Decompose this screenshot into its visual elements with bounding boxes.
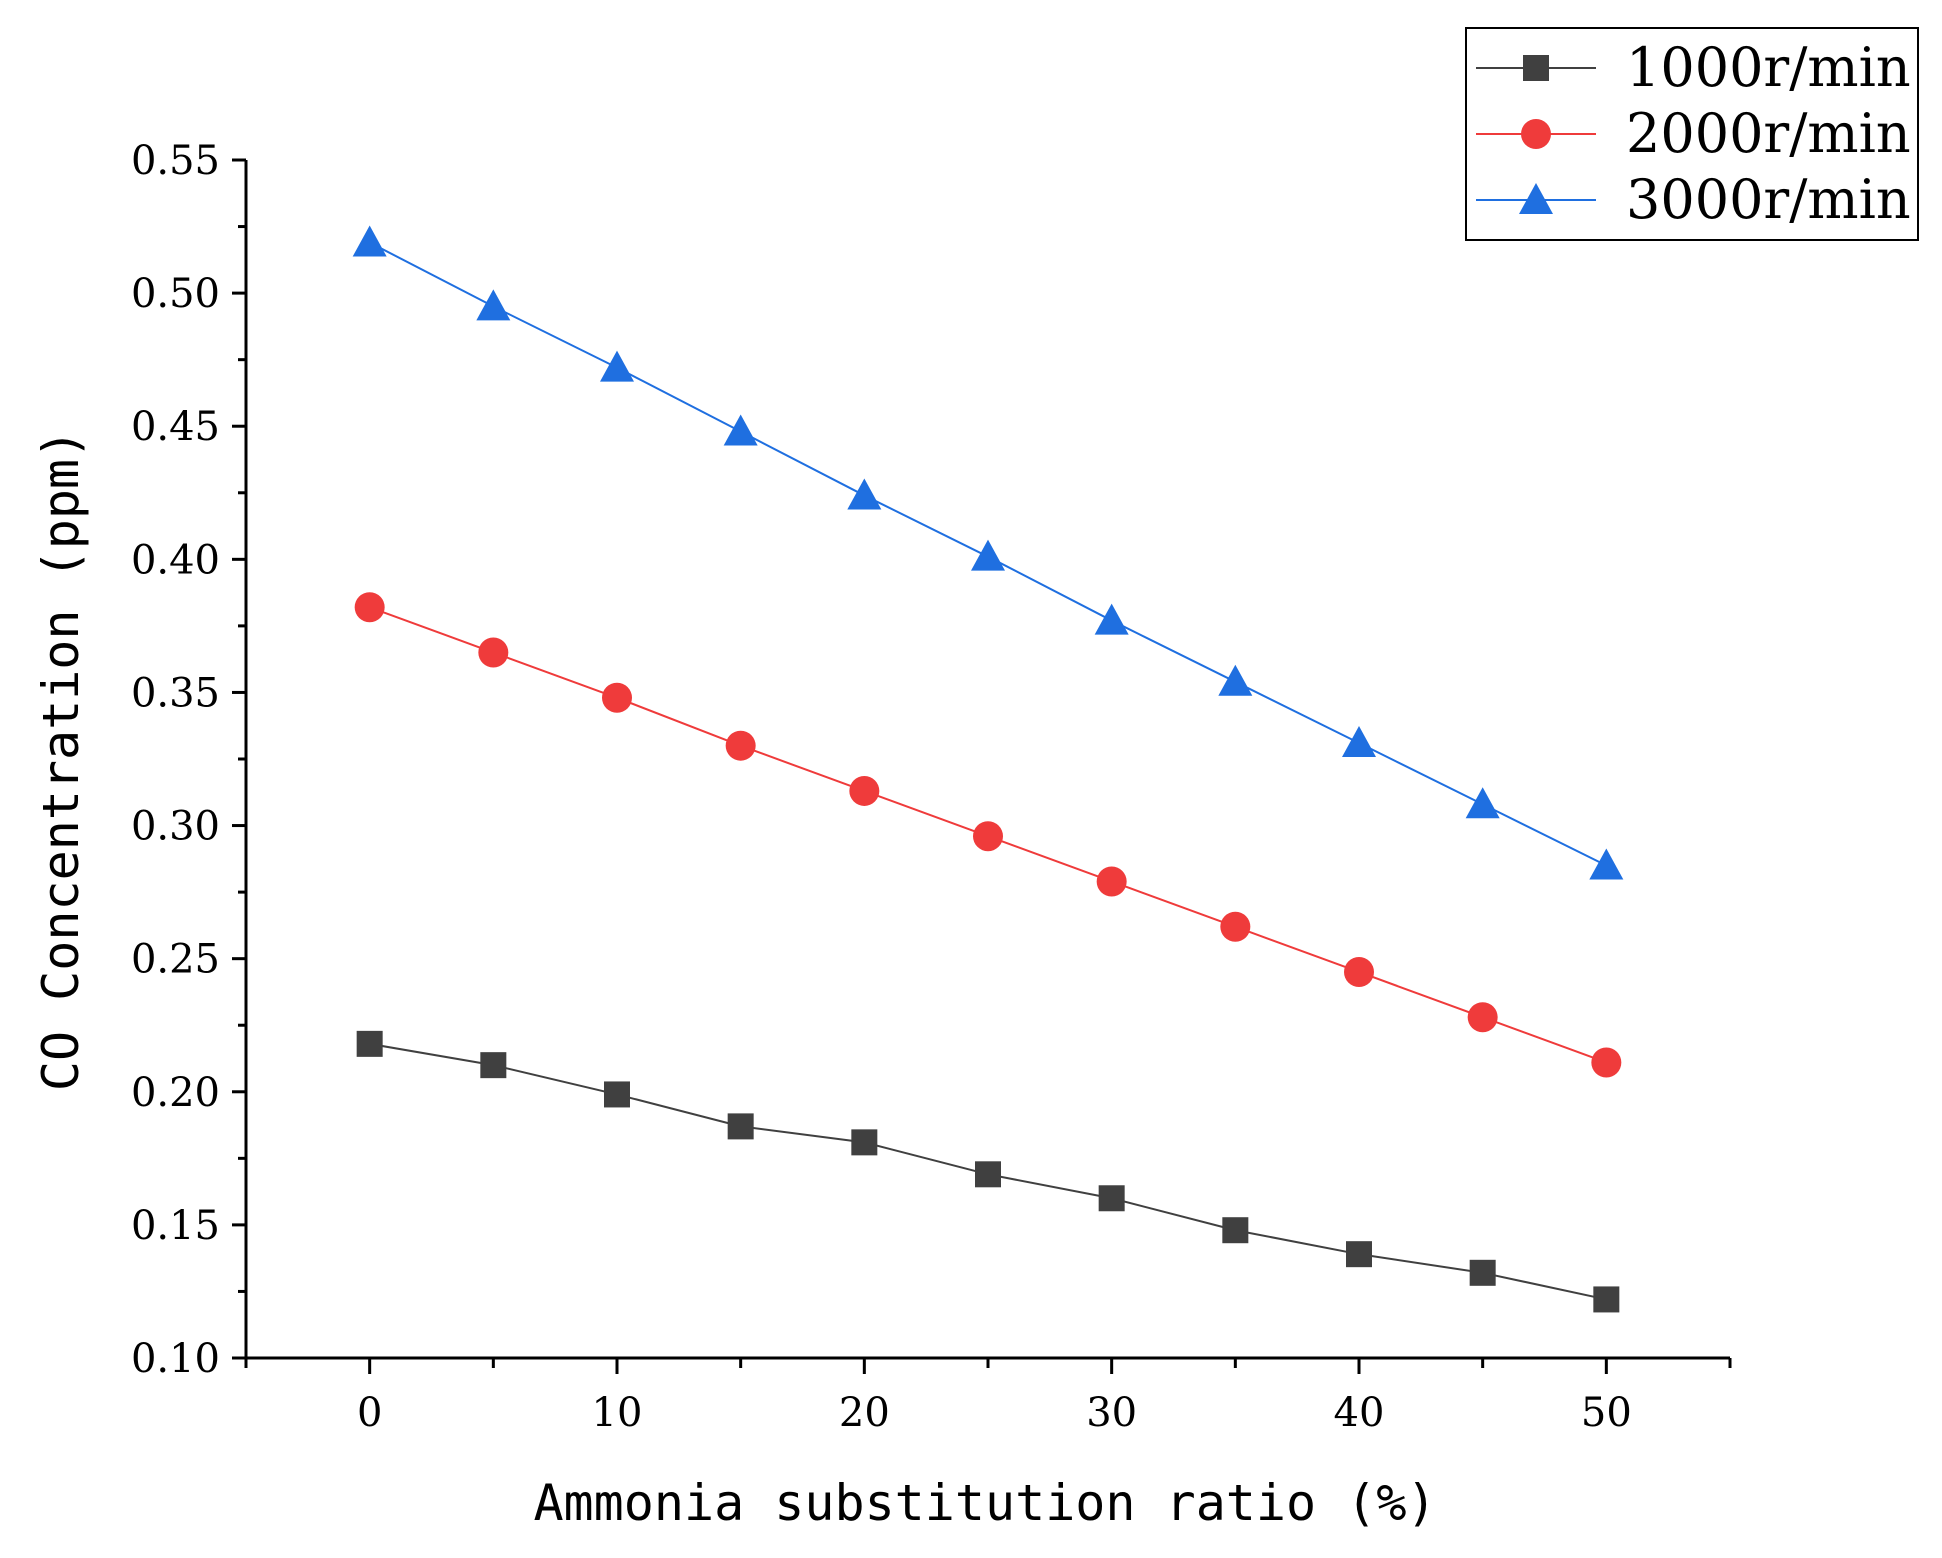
- data-point: [727, 1113, 754, 1140]
- series-1000r-min: [356, 1030, 1620, 1313]
- series-3000r-min: [352, 225, 1624, 880]
- legend-marker: [1523, 55, 1549, 81]
- data-point: [851, 1129, 878, 1156]
- data-point: [1096, 866, 1127, 897]
- x-tick-label: 20: [839, 1390, 890, 1436]
- data-point: [476, 289, 511, 321]
- data-point: [1593, 1286, 1620, 1313]
- data-point: [975, 1161, 1001, 1188]
- y-tick-label: 0.40: [131, 537, 220, 583]
- x-tick-label: 50: [1581, 1390, 1632, 1436]
- y-tick-label: 0.50: [131, 271, 220, 317]
- legend-label: 3000r/min: [1626, 168, 1911, 231]
- y-tick-label: 0.10: [131, 1336, 220, 1382]
- data-point: [352, 225, 387, 257]
- x-tick-label: 0: [357, 1390, 382, 1436]
- data-point: [1222, 1217, 1249, 1244]
- legend-marker: [1521, 119, 1551, 149]
- data-point: [723, 414, 758, 446]
- y-tick-label: 0.15: [131, 1203, 220, 1249]
- data-point: [478, 637, 509, 668]
- axes: 0.10 0.15 0.20 0.25 0.30 0.35 0.40 0.45 0.50 0.55…: [131, 138, 1732, 1436]
- data-point: [1346, 1241, 1372, 1268]
- legend-marker: [1519, 183, 1553, 214]
- x-tick-label: 10: [592, 1390, 643, 1436]
- data-point: [1344, 956, 1374, 987]
- x-tick-label: 40: [1334, 1390, 1385, 1436]
- series-2000r-min: [354, 592, 1622, 1078]
- data-point: [354, 592, 385, 623]
- x-tick-label: 30: [1086, 1390, 1137, 1436]
- y-tick-label: 0.55: [131, 138, 220, 184]
- data-point: [1467, 1002, 1498, 1033]
- y-axis-title: CO Concentration (ppm): [32, 429, 90, 1091]
- data-point: [1589, 848, 1624, 880]
- data-point: [480, 1052, 507, 1079]
- data-point: [356, 1030, 383, 1057]
- data-point: [602, 682, 632, 713]
- legend-item: 3000r/min: [1476, 168, 1911, 231]
- data-point: [1094, 603, 1129, 635]
- legend-label: 2000r/min: [1626, 102, 1911, 165]
- data-point: [1591, 1047, 1622, 1078]
- data-point: [1218, 664, 1253, 696]
- data-point: [600, 350, 634, 382]
- data-point: [1098, 1185, 1125, 1212]
- data-point: [725, 730, 756, 761]
- data-point: [1342, 726, 1376, 758]
- y-tick-label: 0.35: [131, 670, 220, 716]
- data-point: [604, 1081, 630, 1108]
- data-point: [1465, 787, 1500, 819]
- y-tick-label: 0.25: [131, 937, 220, 983]
- y-tick-label: 0.45: [131, 404, 220, 450]
- data-point: [847, 478, 882, 510]
- legend-item: 2000r/min: [1476, 102, 1911, 165]
- data-point: [1469, 1259, 1496, 1286]
- legend-label: 1000r/min: [1626, 36, 1911, 99]
- data-point: [849, 775, 880, 806]
- y-tick-label: 0.30: [131, 804, 220, 850]
- data-point: [1220, 911, 1251, 942]
- data-point: [973, 821, 1003, 852]
- series-layer: [352, 225, 1624, 1313]
- x-axis-title: Ammonia substitution ratio (%): [533, 1474, 1436, 1532]
- data-point: [971, 539, 1005, 571]
- y-tick-label: 0.20: [131, 1070, 220, 1116]
- legend-item: 1000r/min: [1476, 36, 1911, 99]
